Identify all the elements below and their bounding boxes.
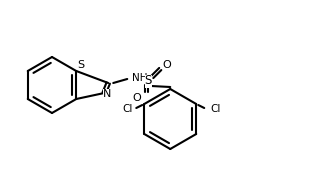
Text: O: O — [133, 93, 141, 103]
Text: Cl: Cl — [210, 104, 221, 114]
Text: O: O — [163, 60, 171, 70]
Text: Cl: Cl — [122, 104, 132, 114]
Text: S: S — [144, 74, 152, 87]
Text: S: S — [78, 60, 85, 70]
Text: NH: NH — [132, 73, 148, 83]
Text: N: N — [103, 89, 111, 99]
